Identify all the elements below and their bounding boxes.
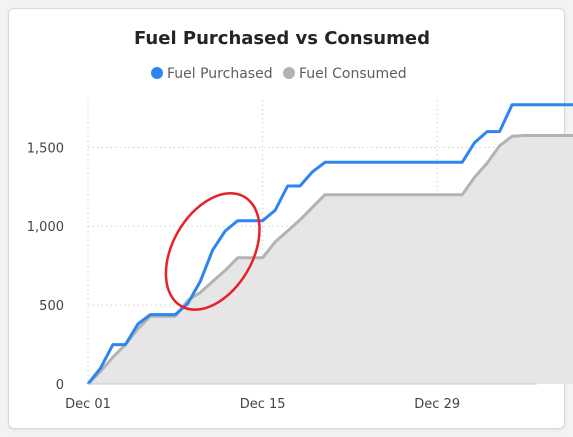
x-tick-label: Dec 01	[65, 397, 111, 412]
area-layer	[88, 135, 573, 384]
y-tick-label: 1,000	[27, 220, 64, 235]
legend-marker	[151, 67, 163, 79]
axis-layer: 0 500 1,000 1,500 Dec 01 Dec 15 Dec 29	[27, 141, 537, 412]
y-tick-label: 0	[56, 378, 64, 393]
highlight-ellipse	[164, 192, 261, 311]
line-layer	[86, 103, 573, 386]
y-tick-label: 1,500	[27, 141, 64, 156]
series-line-fuel-consumed	[86, 134, 573, 386]
legend-label: Fuel Consumed	[299, 66, 407, 82]
legend-marker	[283, 67, 295, 79]
annotation-layer	[164, 192, 261, 311]
chart-title: Fuel Purchased vs Consumed	[134, 28, 430, 49]
x-tick-label: Dec 15	[240, 397, 286, 412]
series-line-fuel-purchased	[86, 103, 573, 385]
chart-legend: Fuel Purchased Fuel Consumed	[151, 66, 407, 82]
legend-label: Fuel Purchased	[167, 66, 273, 82]
x-tick-label: Dec 29	[414, 397, 460, 412]
y-tick-label: 500	[39, 299, 64, 314]
area-fill-fuel-consumed	[88, 135, 573, 384]
